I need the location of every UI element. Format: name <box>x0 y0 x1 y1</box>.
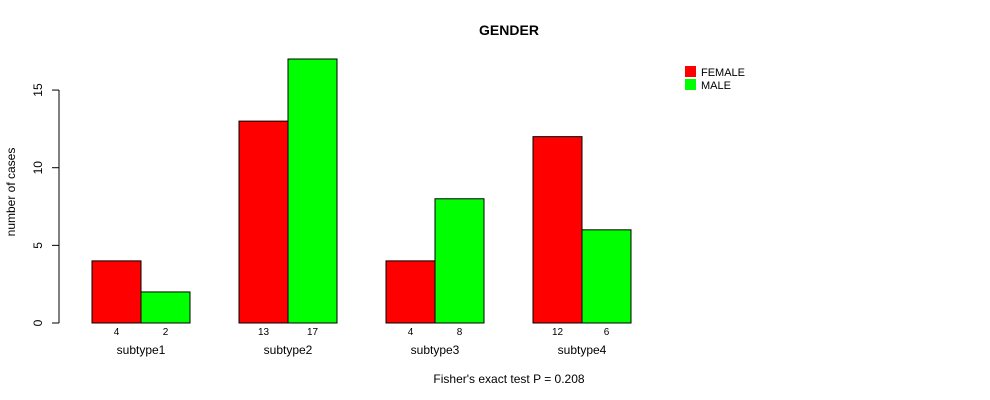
bar-count-label: 17 <box>307 327 319 338</box>
bar-male-subtype2 <box>287 58 338 324</box>
bar-male-subtype3 <box>434 198 485 324</box>
bar-count-label: 2 <box>163 327 169 338</box>
category-label: subtype2 <box>264 343 313 357</box>
category-label: subtype4 <box>558 343 607 357</box>
y-tick-label: 10 <box>31 161 45 175</box>
legend-swatch-female <box>685 66 696 77</box>
bar-group-subtype3: 4 8 subtype3 <box>385 198 485 357</box>
y-axis-label: number of cases <box>4 148 18 237</box>
bar-count-label: 4 <box>114 327 120 338</box>
bar-count-label: 13 <box>258 327 270 338</box>
y-axis: 0 5 10 15 <box>31 83 60 326</box>
legend-swatch-male <box>685 79 696 90</box>
bar-male-subtype4 <box>581 229 632 324</box>
chart-title: GENDER <box>479 22 539 38</box>
bar-female-subtype1 <box>91 260 142 324</box>
category-label: subtype1 <box>117 343 166 357</box>
y-tick-label: 0 <box>31 319 45 326</box>
legend-label-male: MALE <box>701 80 731 92</box>
bar-group-subtype2: 13 17 subtype2 <box>238 58 338 357</box>
bar-count-label: 8 <box>457 327 463 338</box>
bars-group: 4 2 subtype1 13 17 subtype2 4 8 subtype3 12 6 subty… <box>91 58 632 357</box>
bar-female-subtype2 <box>238 120 289 324</box>
category-label: subtype3 <box>411 343 460 357</box>
bar-count-label: 6 <box>604 327 610 338</box>
bar-count-label: 12 <box>552 327 564 338</box>
y-tick-label: 5 <box>31 242 45 249</box>
bar-female-subtype3 <box>385 260 436 324</box>
bar-female-subtype4 <box>532 136 583 324</box>
legend-label-female: FEMALE <box>701 67 745 79</box>
bar-group-subtype4: 12 6 subtype4 <box>532 136 632 357</box>
fisher-test-footer: Fisher's exact test P = 0.208 <box>433 372 584 386</box>
bar-count-label: 4 <box>408 327 414 338</box>
y-tick-label: 15 <box>31 83 45 97</box>
bar-male-subtype1 <box>140 291 191 324</box>
bar-group-subtype1: 4 2 subtype1 <box>91 260 191 357</box>
